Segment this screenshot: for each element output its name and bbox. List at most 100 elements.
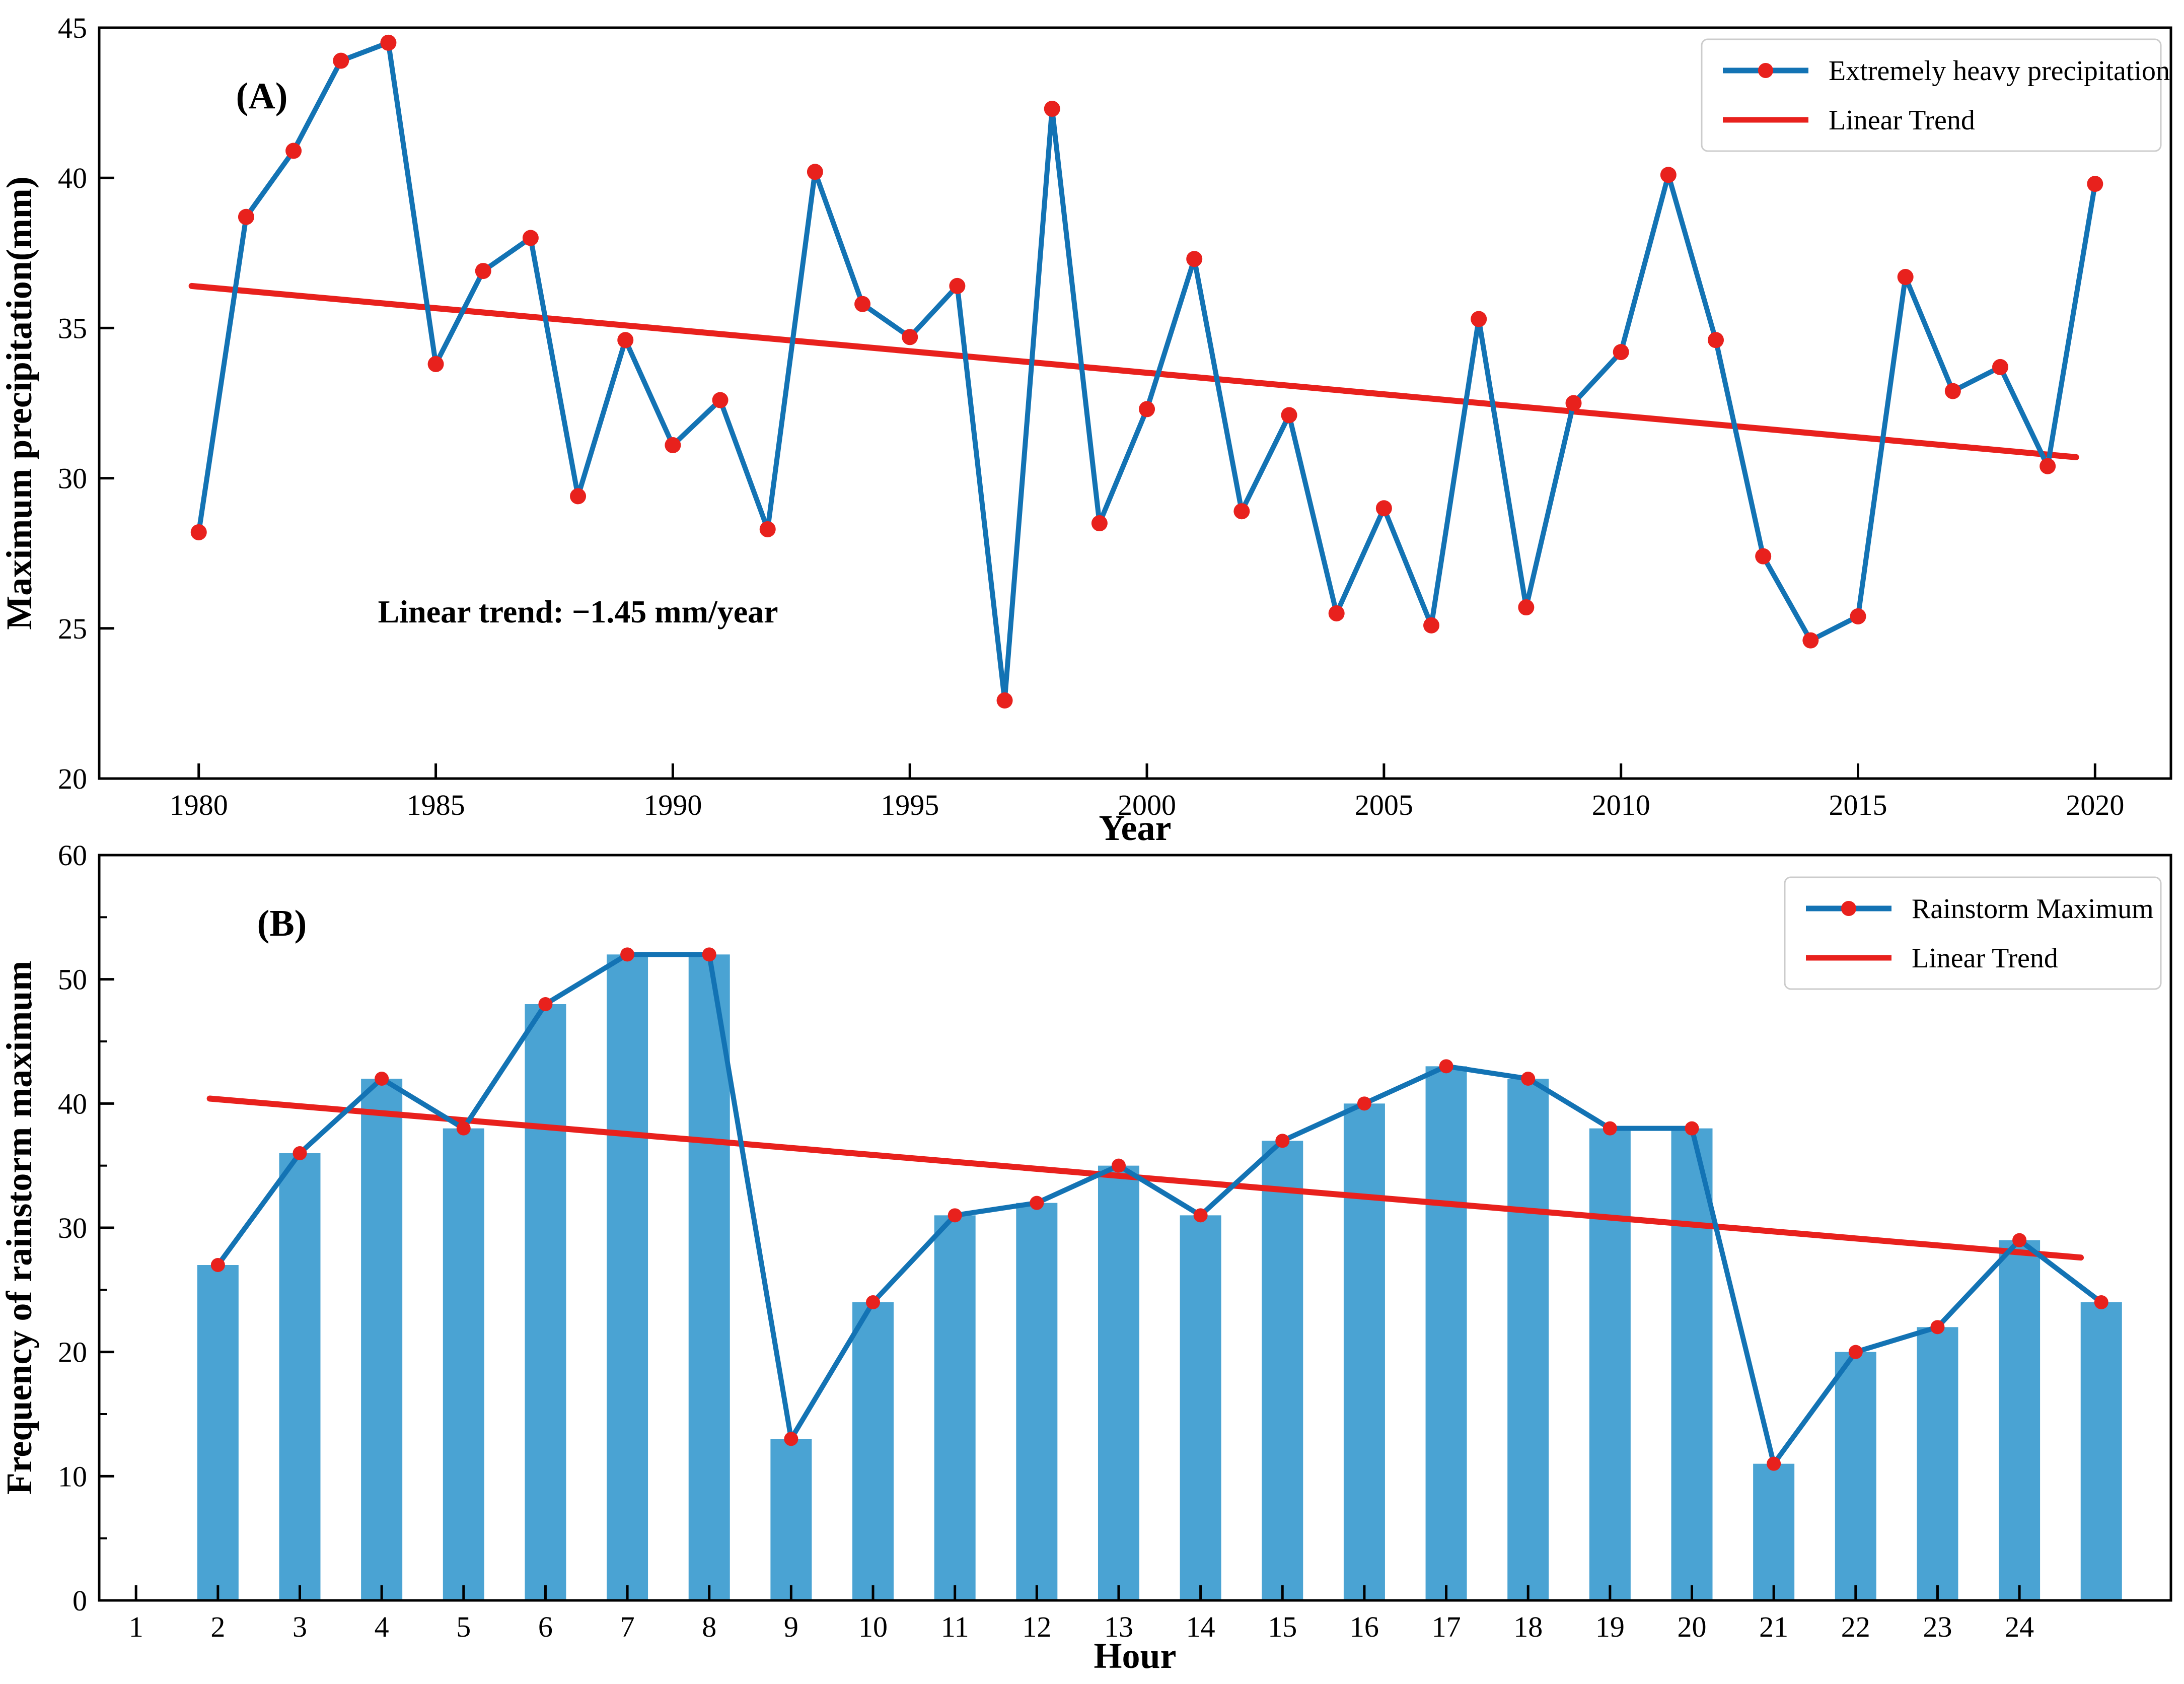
data-marker: [1423, 617, 1440, 634]
data-marker: [1660, 167, 1677, 183]
data-marker: [1755, 548, 1772, 565]
bar-hour-15: [1262, 1141, 1303, 1600]
y-tick-label: 60: [58, 839, 87, 872]
data-marker: [712, 392, 729, 408]
bar-hour-21: [1753, 1463, 1795, 1600]
legend-entry-label: Rainstorm Maximum: [1912, 893, 2154, 925]
data-marker: [1565, 395, 1582, 411]
panel-label: (A): [236, 76, 288, 117]
x-tick-label: 21: [1759, 1610, 1788, 1643]
data-marker: [285, 143, 302, 159]
x-tick-label: 10: [858, 1610, 888, 1643]
bar-hour-12: [1016, 1203, 1058, 1600]
data-marker: [1708, 332, 1724, 348]
data-marker: [2040, 458, 2056, 474]
x-tick-label: 1985: [407, 789, 465, 821]
y-tick-label: 20: [58, 762, 87, 795]
data-marker: [293, 1146, 307, 1160]
panel-b: 1 2 3 4 5 6 7 8 9 10 11 12 13 14 15 16 17 18 19 20 21 22 23 240…: [0, 839, 2172, 1676]
data-marker: [456, 1121, 471, 1136]
data-marker: [949, 277, 966, 294]
x-tick-label: 18: [1513, 1610, 1543, 1643]
x-tick-label: 9: [784, 1610, 798, 1643]
x-tick-label: 14: [1186, 1610, 1215, 1643]
data-marker: [1233, 503, 1250, 520]
panel-a: 1980 1985 1990 1995 2000 2005 2010 2015 20202025…: [0, 12, 2172, 848]
y-tick-label: 40: [58, 1087, 87, 1120]
y-tick-label: 25: [58, 612, 87, 645]
panel-label: (B): [257, 903, 307, 944]
bar-hour-22: [1835, 1352, 1876, 1600]
x-tick-label: 8: [702, 1610, 716, 1643]
data-marker: [1521, 1072, 1536, 1086]
x-tick-label: 20: [1678, 1610, 1707, 1643]
data-marker: [570, 488, 587, 505]
legend-box: [1701, 38, 2162, 152]
x-tick-label: 2005: [1355, 789, 1413, 821]
x-tick-label: 1990: [643, 789, 702, 821]
legend-sample-marker: [1841, 901, 1856, 916]
data-marker: [375, 1072, 389, 1086]
y-tick-label: 10: [58, 1460, 87, 1493]
x-tick-label: 13: [1104, 1610, 1133, 1643]
data-marker: [1044, 101, 1060, 117]
data-marker: [1111, 1158, 1126, 1173]
data-marker: [2087, 176, 2103, 192]
data-marker: [1767, 1456, 1781, 1471]
x-axis-title: Hour: [1094, 1636, 1176, 1676]
bar-hour-7: [607, 954, 648, 1600]
bar-hour-23: [1917, 1327, 1958, 1600]
bar-hour-10: [852, 1302, 894, 1600]
data-marker: [380, 34, 397, 51]
x-tick-label: 15: [1268, 1610, 1297, 1643]
data-marker: [1613, 344, 1629, 361]
data-marker: [1802, 632, 1819, 649]
linear-trend-line: [206, 1095, 2084, 1261]
data-marker: [702, 947, 716, 962]
bar-hour-8: [688, 954, 730, 1600]
data-marker: [475, 263, 491, 279]
bar-hour-24: [1999, 1240, 2041, 1600]
data-marker: [1944, 383, 1961, 399]
data-marker: [1186, 251, 1203, 267]
data-marker: [538, 997, 553, 1011]
data-marker: [522, 230, 539, 246]
legend-entry-label: Extremely heavy precipitation: [1829, 55, 2170, 87]
data-marker: [1030, 1196, 1044, 1210]
plot-frame: [98, 26, 2172, 780]
data-marker: [1375, 500, 1392, 517]
data-marker: [617, 332, 634, 348]
x-tick-label: 16: [1350, 1610, 1379, 1643]
data-marker: [2094, 1295, 2108, 1309]
y-tick-label: 30: [58, 1212, 87, 1244]
legend-entry-label: Linear Trend: [1829, 105, 1975, 136]
x-tick-label: 2: [210, 1610, 225, 1643]
data-marker: [1930, 1320, 1945, 1335]
bar-hour-3: [279, 1153, 321, 1600]
data-marker: [1897, 269, 1914, 286]
y-tick-label: 0: [72, 1584, 87, 1617]
x-tick-label: 2020: [2066, 789, 2124, 821]
y-tick-label: 40: [58, 162, 87, 194]
data-marker: [807, 164, 823, 180]
data-marker: [210, 1258, 225, 1272]
y-tick-label: 45: [58, 12, 87, 44]
data-marker: [1685, 1121, 1699, 1136]
bar-hour-2: [197, 1265, 239, 1600]
data-marker: [620, 947, 635, 962]
data-marker: [1848, 1345, 1863, 1359]
bar-hour-4: [361, 1079, 403, 1600]
legend-entry-label: Linear Trend: [1912, 943, 2058, 974]
x-tick-label: 6: [538, 1610, 553, 1643]
bar-hour-13: [1098, 1165, 1139, 1600]
data-marker: [784, 1432, 798, 1446]
linear-trend-line: [188, 283, 2079, 460]
y-axis-title: Frequency of rainstorm maximum: [0, 961, 39, 1495]
x-tick-label: 12: [1022, 1610, 1051, 1643]
x-tick-label: 17: [1432, 1610, 1461, 1643]
data-marker: [1471, 311, 1487, 327]
data-marker: [427, 356, 444, 372]
x-axis-title: Year: [1099, 808, 1172, 848]
